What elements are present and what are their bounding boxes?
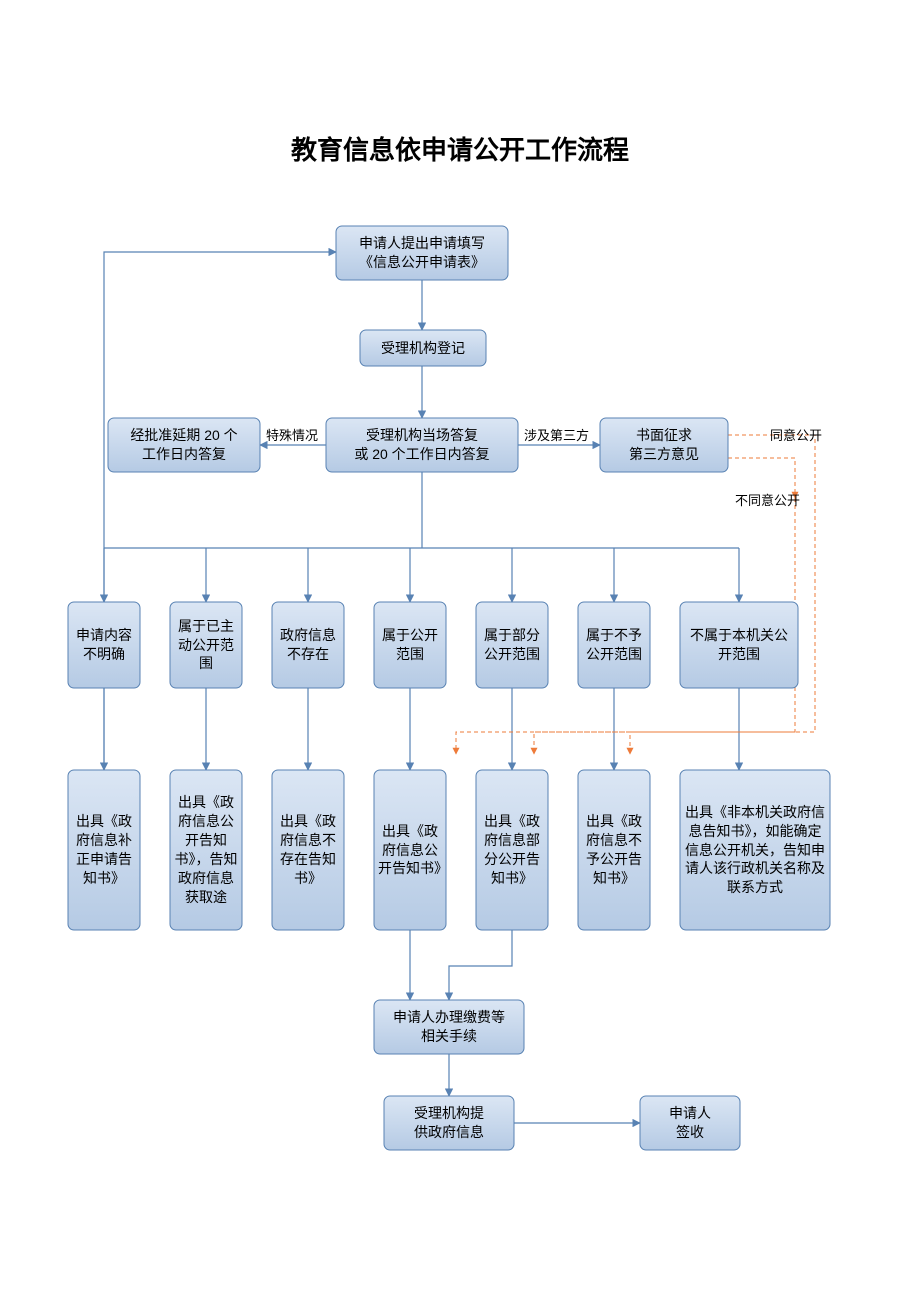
flow-node-label: 出具《政府信息不予公开告知书》 [582, 812, 646, 888]
flow-node-n3: 受理机构当场答复 或 20 个工作日内答复 [326, 418, 518, 472]
flow-node-c6: 属于不予公开范围 [578, 602, 650, 688]
edge-label: 特殊情况 [266, 425, 318, 444]
flow-node-label: 政府信息不存在 [276, 626, 340, 664]
flow-node-o7: 出具《非本机关政府信息告知书》，如能确定信息公开机关，告知申请人该行政机关名称及… [680, 770, 830, 930]
flow-node-label: 受理机构当场答复 或 20 个工作日内答复 [354, 426, 489, 464]
flow-node-label: 属于已主动公开范围 [174, 617, 238, 674]
flow-node-n8: 申请人 签收 [640, 1096, 740, 1150]
flow-node-c5: 属于部分公开范围 [476, 602, 548, 688]
flow-node-label: 出具《政府信息公开告知书》，告知政府信息获取途 [174, 793, 238, 906]
flow-node-o2: 出具《政府信息公开告知书》，告知政府信息获取途 [170, 770, 242, 930]
flow-node-n4: 经批准延期 20 个 工作日内答复 [108, 418, 260, 472]
flow-node-label: 出具《政府信息公开告知书》 [378, 822, 442, 879]
flow-node-c7: 不属于本机关公开范围 [680, 602, 798, 688]
flow-node-label: 属于公开范围 [378, 626, 442, 664]
flow-node-label: 出具《政府信息补正申请告知书》 [72, 812, 136, 888]
edge-label: 不同意公开 [735, 490, 800, 509]
flow-node-label: 不属于本机关公开范围 [684, 626, 794, 664]
flow-node-label: 申请内容不明确 [72, 626, 136, 664]
flow-node-c3: 政府信息不存在 [272, 602, 344, 688]
flow-node-label: 书面征求 第三方意见 [629, 426, 699, 464]
page-title: 教育信息依申请公开工作流程 [0, 130, 920, 167]
flow-node-n7: 受理机构提 供政府信息 [384, 1096, 514, 1150]
flow-node-o6: 出具《政府信息不予公开告知书》 [578, 770, 650, 930]
flow-node-label: 属于部分公开范围 [480, 626, 544, 664]
flow-node-label: 出具《政府信息部分公开告知书》 [480, 812, 544, 888]
flow-node-n1: 申请人提出申请填写 《信息公开申请表》 [336, 226, 508, 280]
flow-node-label: 受理机构登记 [381, 339, 465, 358]
flow-node-label: 出具《政府信息不存在告知书》 [276, 812, 340, 888]
flow-node-c1: 申请内容不明确 [68, 602, 140, 688]
flow-node-label: 受理机构提 供政府信息 [414, 1104, 484, 1142]
flow-node-label: 申请人提出申请填写 《信息公开申请表》 [359, 234, 485, 272]
flow-node-label: 属于不予公开范围 [582, 626, 646, 664]
edge-label: 同意公开 [770, 425, 822, 444]
flow-node-label: 申请人 签收 [669, 1104, 711, 1142]
flow-node-o1: 出具《政府信息补正申请告知书》 [68, 770, 140, 930]
flow-node-c2: 属于已主动公开范围 [170, 602, 242, 688]
flow-node-o5: 出具《政府信息部分公开告知书》 [476, 770, 548, 930]
flow-node-o4: 出具《政府信息公开告知书》 [374, 770, 446, 930]
flow-node-o3: 出具《政府信息不存在告知书》 [272, 770, 344, 930]
flow-node-label: 申请人办理缴费等 相关手续 [393, 1008, 505, 1046]
flow-node-label: 出具《非本机关政府信息告知书》，如能确定信息公开机关，告知申请人该行政机关名称及… [684, 803, 826, 897]
flow-node-n2: 受理机构登记 [360, 330, 486, 366]
flow-node-label: 经批准延期 20 个 工作日内答复 [130, 426, 237, 464]
flow-node-n5: 书面征求 第三方意见 [600, 418, 728, 472]
flow-node-c4: 属于公开范围 [374, 602, 446, 688]
edge-label: 涉及第三方 [524, 425, 589, 444]
flow-node-n6: 申请人办理缴费等 相关手续 [374, 1000, 524, 1054]
